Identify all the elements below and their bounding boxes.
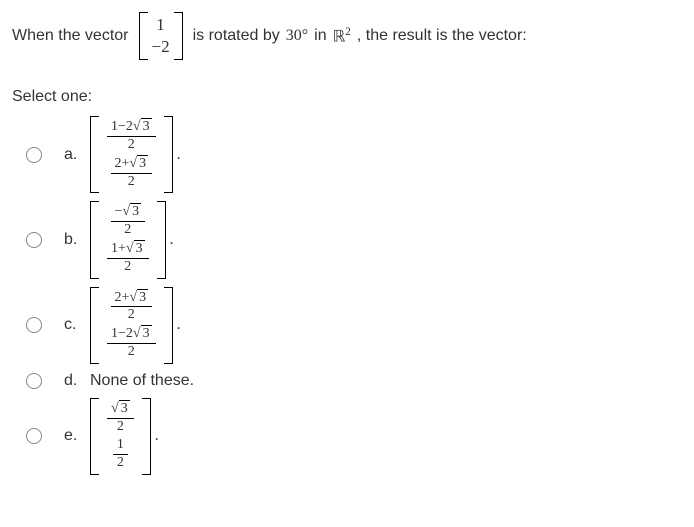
options-container: a. 1−2√3 2 2+√3 2 . bbox=[26, 116, 682, 475]
option-e-period: . bbox=[155, 427, 159, 445]
option-b-vector: −√3 2 1+√3 2 bbox=[90, 201, 166, 278]
option-b[interactable]: b. −√3 2 1+√3 2 . bbox=[26, 201, 682, 278]
radio-d[interactable] bbox=[26, 373, 42, 389]
option-a-vector: 1−2√3 2 2+√3 2 bbox=[90, 116, 173, 193]
radio-e[interactable] bbox=[26, 428, 42, 444]
option-e-bot-frac: 1 2 bbox=[109, 436, 132, 473]
question-stem: When the vector 1 −2 is rotated by 30° i… bbox=[12, 12, 682, 60]
option-label-c: c. bbox=[64, 316, 80, 334]
option-c-vector: 2+√3 2 1−2√3 2 bbox=[90, 287, 173, 364]
option-label-b: b. bbox=[64, 231, 80, 249]
option-d[interactable]: d. None of these. bbox=[26, 372, 682, 390]
question-text-3: , the result is the vector: bbox=[357, 27, 527, 45]
option-c-bot-frac: 1−2√3 2 bbox=[103, 325, 160, 362]
option-label-d: d. bbox=[64, 372, 80, 390]
option-c-period: . bbox=[177, 316, 181, 334]
option-b-bot-frac: 1+√3 2 bbox=[103, 240, 153, 277]
vector-top: 1 bbox=[152, 14, 170, 36]
option-label-a: a. bbox=[64, 146, 80, 164]
question-text-2: is rotated by bbox=[193, 27, 280, 45]
question-text-1: When the vector bbox=[12, 27, 129, 45]
option-label-e: e. bbox=[64, 427, 80, 445]
select-one-label: Select one: bbox=[12, 88, 682, 106]
option-d-text: None of these. bbox=[90, 372, 194, 390]
option-a[interactable]: a. 1−2√3 2 2+√3 2 . bbox=[26, 116, 682, 193]
option-c[interactable]: c. 2+√3 2 1−2√3 2 . bbox=[26, 287, 682, 364]
radio-c[interactable] bbox=[26, 317, 42, 333]
option-b-period: . bbox=[170, 231, 174, 249]
option-a-period: . bbox=[177, 146, 181, 164]
in-word: in bbox=[314, 27, 326, 45]
vector-bottom: −2 bbox=[152, 36, 170, 58]
option-e-vector: √3 2 1 2 bbox=[90, 398, 151, 475]
radio-b[interactable] bbox=[26, 232, 42, 248]
option-c-top-frac: 2+√3 2 bbox=[107, 289, 157, 326]
radio-a[interactable] bbox=[26, 147, 42, 163]
option-a-bot-frac: 2+√3 2 bbox=[107, 155, 157, 192]
option-e-top-frac: √3 2 bbox=[103, 400, 138, 437]
question-vector: 1 −2 bbox=[139, 12, 183, 60]
option-b-top-frac: −√3 2 bbox=[107, 203, 150, 240]
option-e[interactable]: e. √3 2 1 2 . bbox=[26, 398, 682, 475]
space-symbol: ℝ2 bbox=[333, 26, 351, 46]
rotation-degree: 30° bbox=[286, 27, 308, 45]
option-a-top-frac: 1−2√3 2 bbox=[103, 118, 160, 155]
